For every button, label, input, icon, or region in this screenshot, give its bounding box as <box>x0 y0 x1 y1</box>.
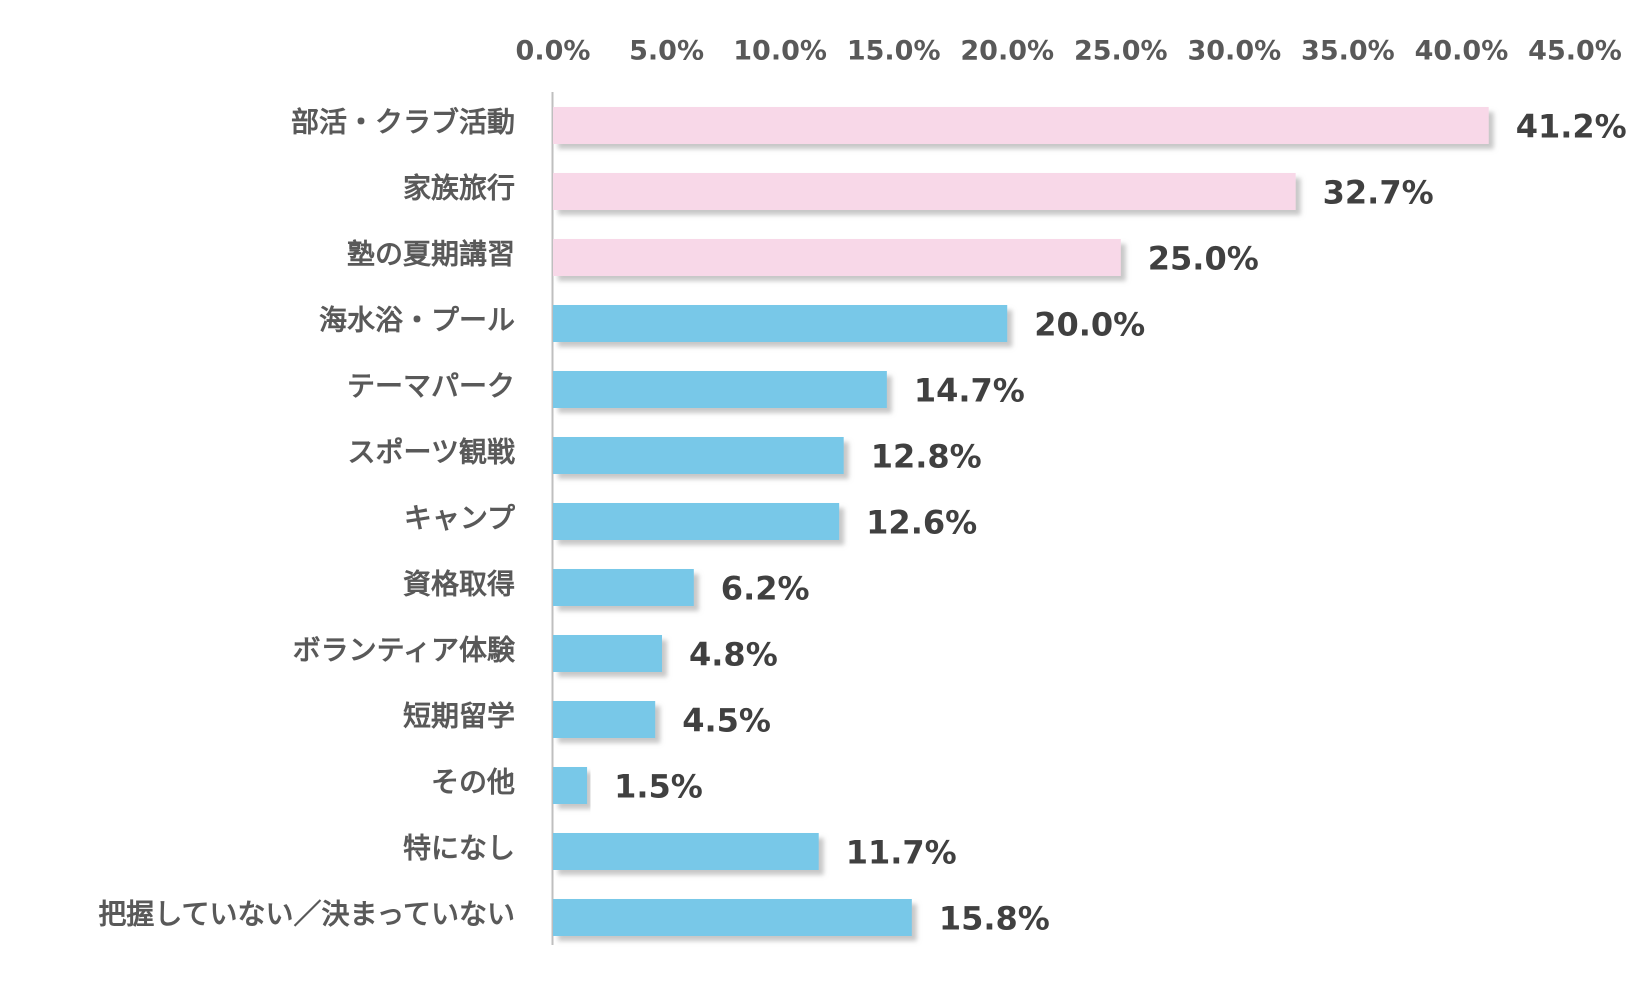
bar <box>553 635 663 672</box>
bar-group: ボランティア体験 4.8% <box>293 634 778 674</box>
bar <box>553 833 819 870</box>
x-axis-ticks: 0.0% 5.0% 10.0% 15.0% 20.0% 25.0% 30.0% 35.0% 40… <box>516 36 1622 67</box>
x-tick-label: 15.0% <box>847 36 941 67</box>
x-tick-label: 40.0% <box>1415 36 1509 67</box>
bar <box>553 437 844 474</box>
bar <box>553 173 1296 210</box>
category-label: その他 <box>431 766 515 799</box>
bars: 部活・クラブ活動 41.2%家族旅行 32.7%塾の夏期講習 25.0%海水浴・プール… <box>98 106 1626 938</box>
data-label: 14.7% <box>914 372 1025 410</box>
data-label: 20.0% <box>1034 306 1145 344</box>
bar-group: 特になし 11.7% <box>403 832 957 872</box>
bar <box>553 767 588 804</box>
x-tick-label: 20.0% <box>960 36 1054 67</box>
bar <box>553 305 1008 342</box>
category-label: スポーツ観戦 <box>348 436 515 469</box>
data-label: 25.0% <box>1148 240 1259 278</box>
category-label: 海水浴・プール <box>319 304 515 337</box>
x-tick-label: 10.0% <box>733 36 827 67</box>
bar <box>553 107 1489 144</box>
data-label: 15.8% <box>939 900 1050 938</box>
data-label: 4.5% <box>682 702 771 740</box>
bar-group: 資格取得 6.2% <box>403 568 810 608</box>
category-label: 資格取得 <box>403 568 515 601</box>
category-label: 家族旅行 <box>403 172 515 205</box>
category-label: 短期留学 <box>403 700 515 733</box>
bar-group: 家族旅行 32.7% <box>403 172 1434 212</box>
bar <box>553 701 656 738</box>
bar-group: その他 1.5% <box>431 766 703 806</box>
bar-group: キャンプ 12.6% <box>404 502 977 542</box>
x-tick-label: 30.0% <box>1187 36 1281 67</box>
x-tick-label: 5.0% <box>629 36 704 67</box>
bar-group: 塾の夏期講習 25.0% <box>347 238 1259 278</box>
bar-group: 把握していない／決まっていない 15.8% <box>98 898 1050 938</box>
category-label: キャンプ <box>404 502 516 535</box>
category-label: ボランティア体験 <box>293 634 516 667</box>
bar-group: 海水浴・プール 20.0% <box>319 304 1145 344</box>
bar <box>553 371 887 408</box>
category-label: 特になし <box>403 832 515 865</box>
x-tick-label: 35.0% <box>1301 36 1395 67</box>
bar <box>553 503 840 540</box>
bar-group: 短期留学 4.5% <box>403 700 771 740</box>
data-label: 6.2% <box>721 570 810 608</box>
category-label: テーマパーク <box>347 370 515 403</box>
bar-group: 部活・クラブ活動 41.2% <box>291 106 1627 146</box>
category-label: 部活・クラブ活動 <box>291 106 515 139</box>
bar-group: テーマパーク 14.7% <box>347 370 1025 410</box>
category-label: 塾の夏期講習 <box>347 238 515 271</box>
data-label: 12.6% <box>866 504 977 542</box>
data-label: 1.5% <box>614 768 703 806</box>
x-tick-label: 45.0% <box>1528 36 1622 67</box>
x-tick-label: 25.0% <box>1074 36 1168 67</box>
bar <box>553 239 1121 276</box>
data-label: 4.8% <box>689 636 778 674</box>
data-label: 41.2% <box>1516 108 1627 146</box>
bar <box>553 899 912 936</box>
data-label: 32.7% <box>1323 174 1434 212</box>
data-label: 11.7% <box>846 834 957 872</box>
data-label: 12.8% <box>871 438 982 476</box>
bar <box>553 569 694 606</box>
bar-group: スポーツ観戦 12.8% <box>348 436 982 476</box>
x-tick-label: 0.0% <box>516 36 591 67</box>
category-label: 把握していない／決まっていない <box>98 898 515 931</box>
